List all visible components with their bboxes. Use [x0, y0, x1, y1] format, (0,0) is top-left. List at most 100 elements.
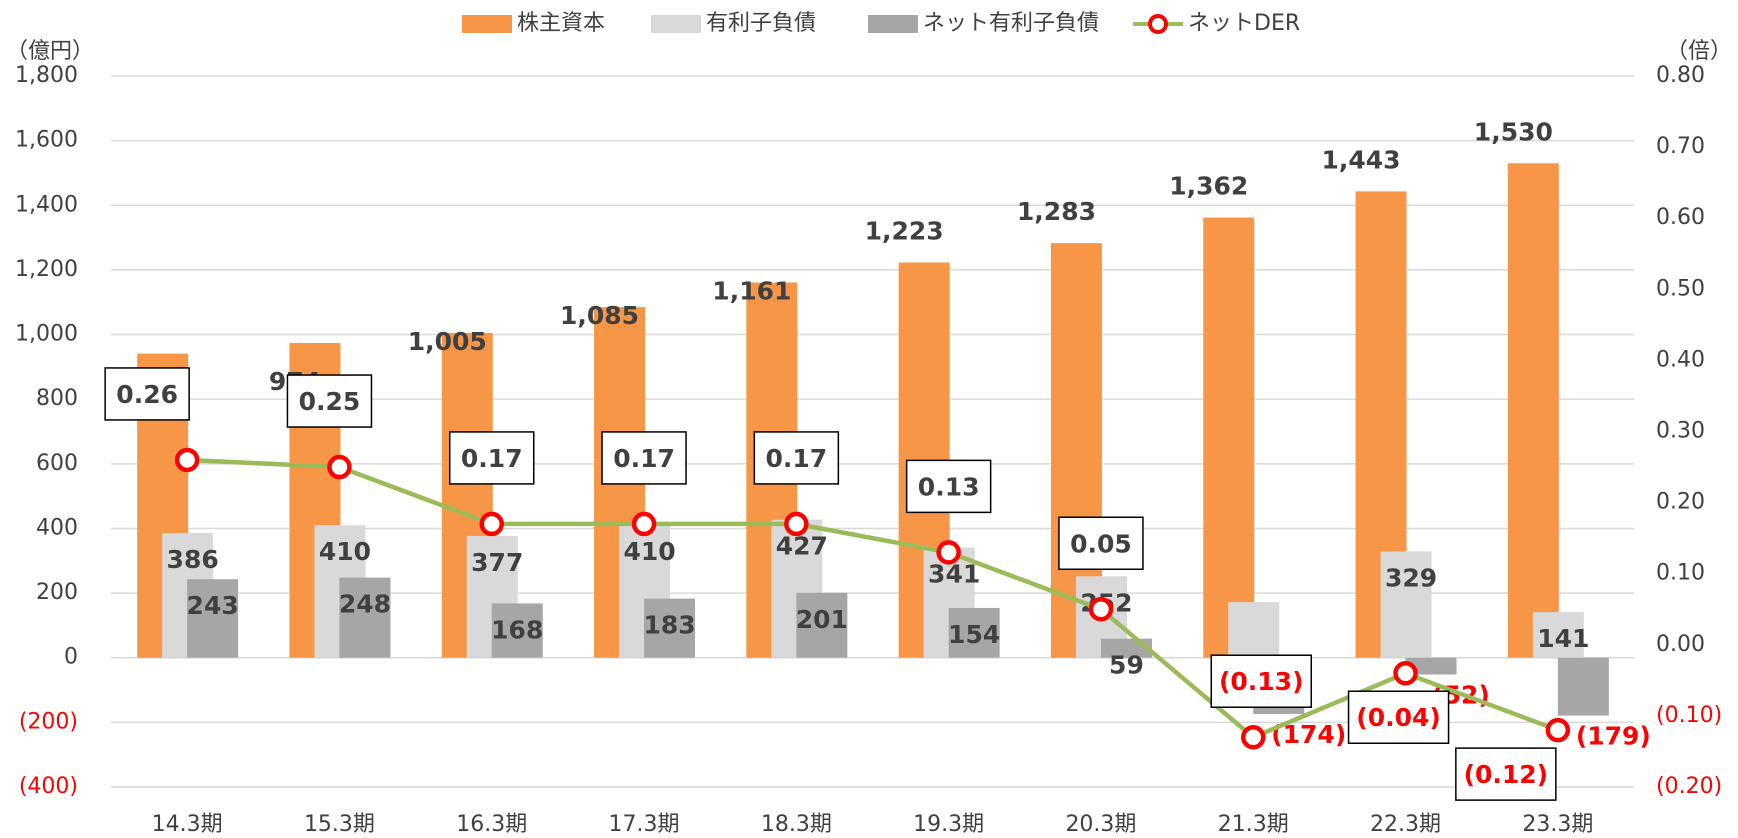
y-tick-label: 1,000 — [15, 322, 78, 347]
data-label-box — [286, 374, 373, 428]
y-tick-label: (400) — [19, 774, 78, 799]
legend-label: ネット有利子負債 — [923, 11, 1099, 36]
bar — [1507, 163, 1559, 658]
y2-tick-label: 0.30 — [1656, 419, 1705, 444]
data-label: 0.13 — [918, 472, 980, 501]
y-tick-label: (200) — [19, 709, 78, 734]
bar — [1203, 217, 1255, 658]
legend-label: 有利子負債 — [706, 11, 816, 36]
marker — [1241, 724, 1266, 750]
bar — [1405, 657, 1457, 675]
data-label: 248 — [339, 590, 391, 619]
data-label: 1,085 — [560, 301, 639, 330]
bar — [796, 592, 848, 658]
y2-tick-label: 0.10 — [1656, 561, 1705, 586]
bar — [1228, 602, 1280, 658]
bar — [948, 607, 1000, 658]
bar — [187, 579, 239, 658]
data-label: 329 — [1385, 563, 1437, 592]
bar — [339, 577, 391, 658]
data-label: 410 — [319, 537, 371, 566]
data-label: 386 — [167, 545, 219, 574]
y2-tick-label: 0.70 — [1656, 134, 1705, 159]
bar — [1532, 612, 1584, 658]
x-tick-label: 21.3期 — [1218, 812, 1289, 837]
y2-tick-label: 0.80 — [1656, 63, 1705, 88]
marker — [479, 511, 504, 537]
data-label: 0.05 — [1070, 529, 1132, 558]
data-label: 183 — [643, 611, 695, 640]
x-tick-label: 20.3期 — [1065, 812, 1136, 837]
y2-tick-label: (0.20) — [1656, 774, 1722, 799]
marker — [936, 540, 961, 565]
data-label: (0.12) — [1464, 760, 1549, 789]
data-label: 0.17 — [461, 444, 523, 473]
legend-swatch — [868, 15, 918, 33]
y-tick-label: 400 — [36, 515, 78, 540]
bar — [1380, 551, 1432, 658]
data-label-box — [905, 459, 992, 514]
x-tick-label: 15.3期 — [304, 812, 375, 837]
legend-swatch — [651, 15, 701, 33]
data-label: 377 — [471, 548, 523, 577]
data-label: 1,161 — [712, 277, 791, 306]
x-tick-label: 14.3期 — [152, 812, 223, 837]
y-tick-label: 1,400 — [15, 192, 78, 217]
data-label: 0.26 — [116, 380, 178, 409]
data-label-box — [601, 431, 687, 485]
data-label: 1,362 — [1169, 172, 1248, 201]
y2-tick-label: 0.00 — [1656, 632, 1705, 657]
data-label: 427 — [776, 532, 828, 561]
data-label-box — [1058, 516, 1144, 570]
data-label-box — [1347, 690, 1450, 744]
data-label-box — [104, 367, 190, 421]
data-label: 201 — [796, 605, 848, 634]
marker — [1088, 597, 1114, 622]
data-label-box — [1210, 654, 1312, 708]
x-tick-label: 19.3期 — [913, 812, 984, 837]
data-label: 168 — [491, 615, 543, 644]
legend-label: 株主資本 — [517, 11, 605, 36]
data-label: (0.04) — [1356, 703, 1441, 732]
y2-tick-label: 0.60 — [1656, 205, 1705, 230]
data-label: 1,530 — [1474, 117, 1553, 146]
data-label: (179) — [1576, 722, 1651, 751]
bar — [1557, 657, 1609, 716]
data-label: 410 — [623, 537, 675, 566]
data-label: 1,283 — [1017, 197, 1096, 226]
marker — [631, 511, 657, 537]
y-tick-label: 0 — [64, 645, 78, 670]
data-label: 0.25 — [299, 387, 361, 416]
y2-tick-label: 0.50 — [1656, 276, 1705, 301]
y2-axis-label: （倍） — [1666, 39, 1732, 64]
x-tick-label: 23.3期 — [1522, 812, 1593, 837]
data-label: 141 — [1537, 624, 1589, 653]
marker — [174, 447, 200, 473]
data-label-box — [449, 431, 535, 485]
y-tick-label: 1,200 — [15, 257, 78, 282]
marker — [1545, 717, 1571, 743]
marker — [327, 454, 352, 480]
data-label: 1,443 — [1322, 145, 1401, 174]
legend-label: ネットDER — [1188, 11, 1300, 36]
data-label: 243 — [187, 591, 239, 620]
y2-tick-label: 0.40 — [1656, 347, 1705, 372]
legend-marker — [1148, 14, 1168, 34]
y2-tick-label: (0.10) — [1656, 703, 1722, 728]
data-label: (0.13) — [1219, 667, 1304, 696]
y-tick-label: 600 — [36, 451, 78, 476]
y-tick-label: 1,600 — [15, 128, 78, 153]
data-label-box — [753, 431, 840, 485]
y2-tick-label: 0.20 — [1656, 490, 1705, 515]
data-label: 59 — [1109, 651, 1144, 680]
marker — [784, 511, 809, 537]
line — [187, 457, 1559, 740]
bar — [491, 603, 543, 658]
bar — [644, 598, 696, 658]
y-axis-label: （億円） — [6, 39, 94, 64]
y-tick-label: 200 — [36, 580, 78, 605]
legend-swatch — [462, 15, 512, 33]
data-label: 154 — [948, 620, 1000, 649]
x-tick-label: 16.3期 — [456, 812, 527, 837]
